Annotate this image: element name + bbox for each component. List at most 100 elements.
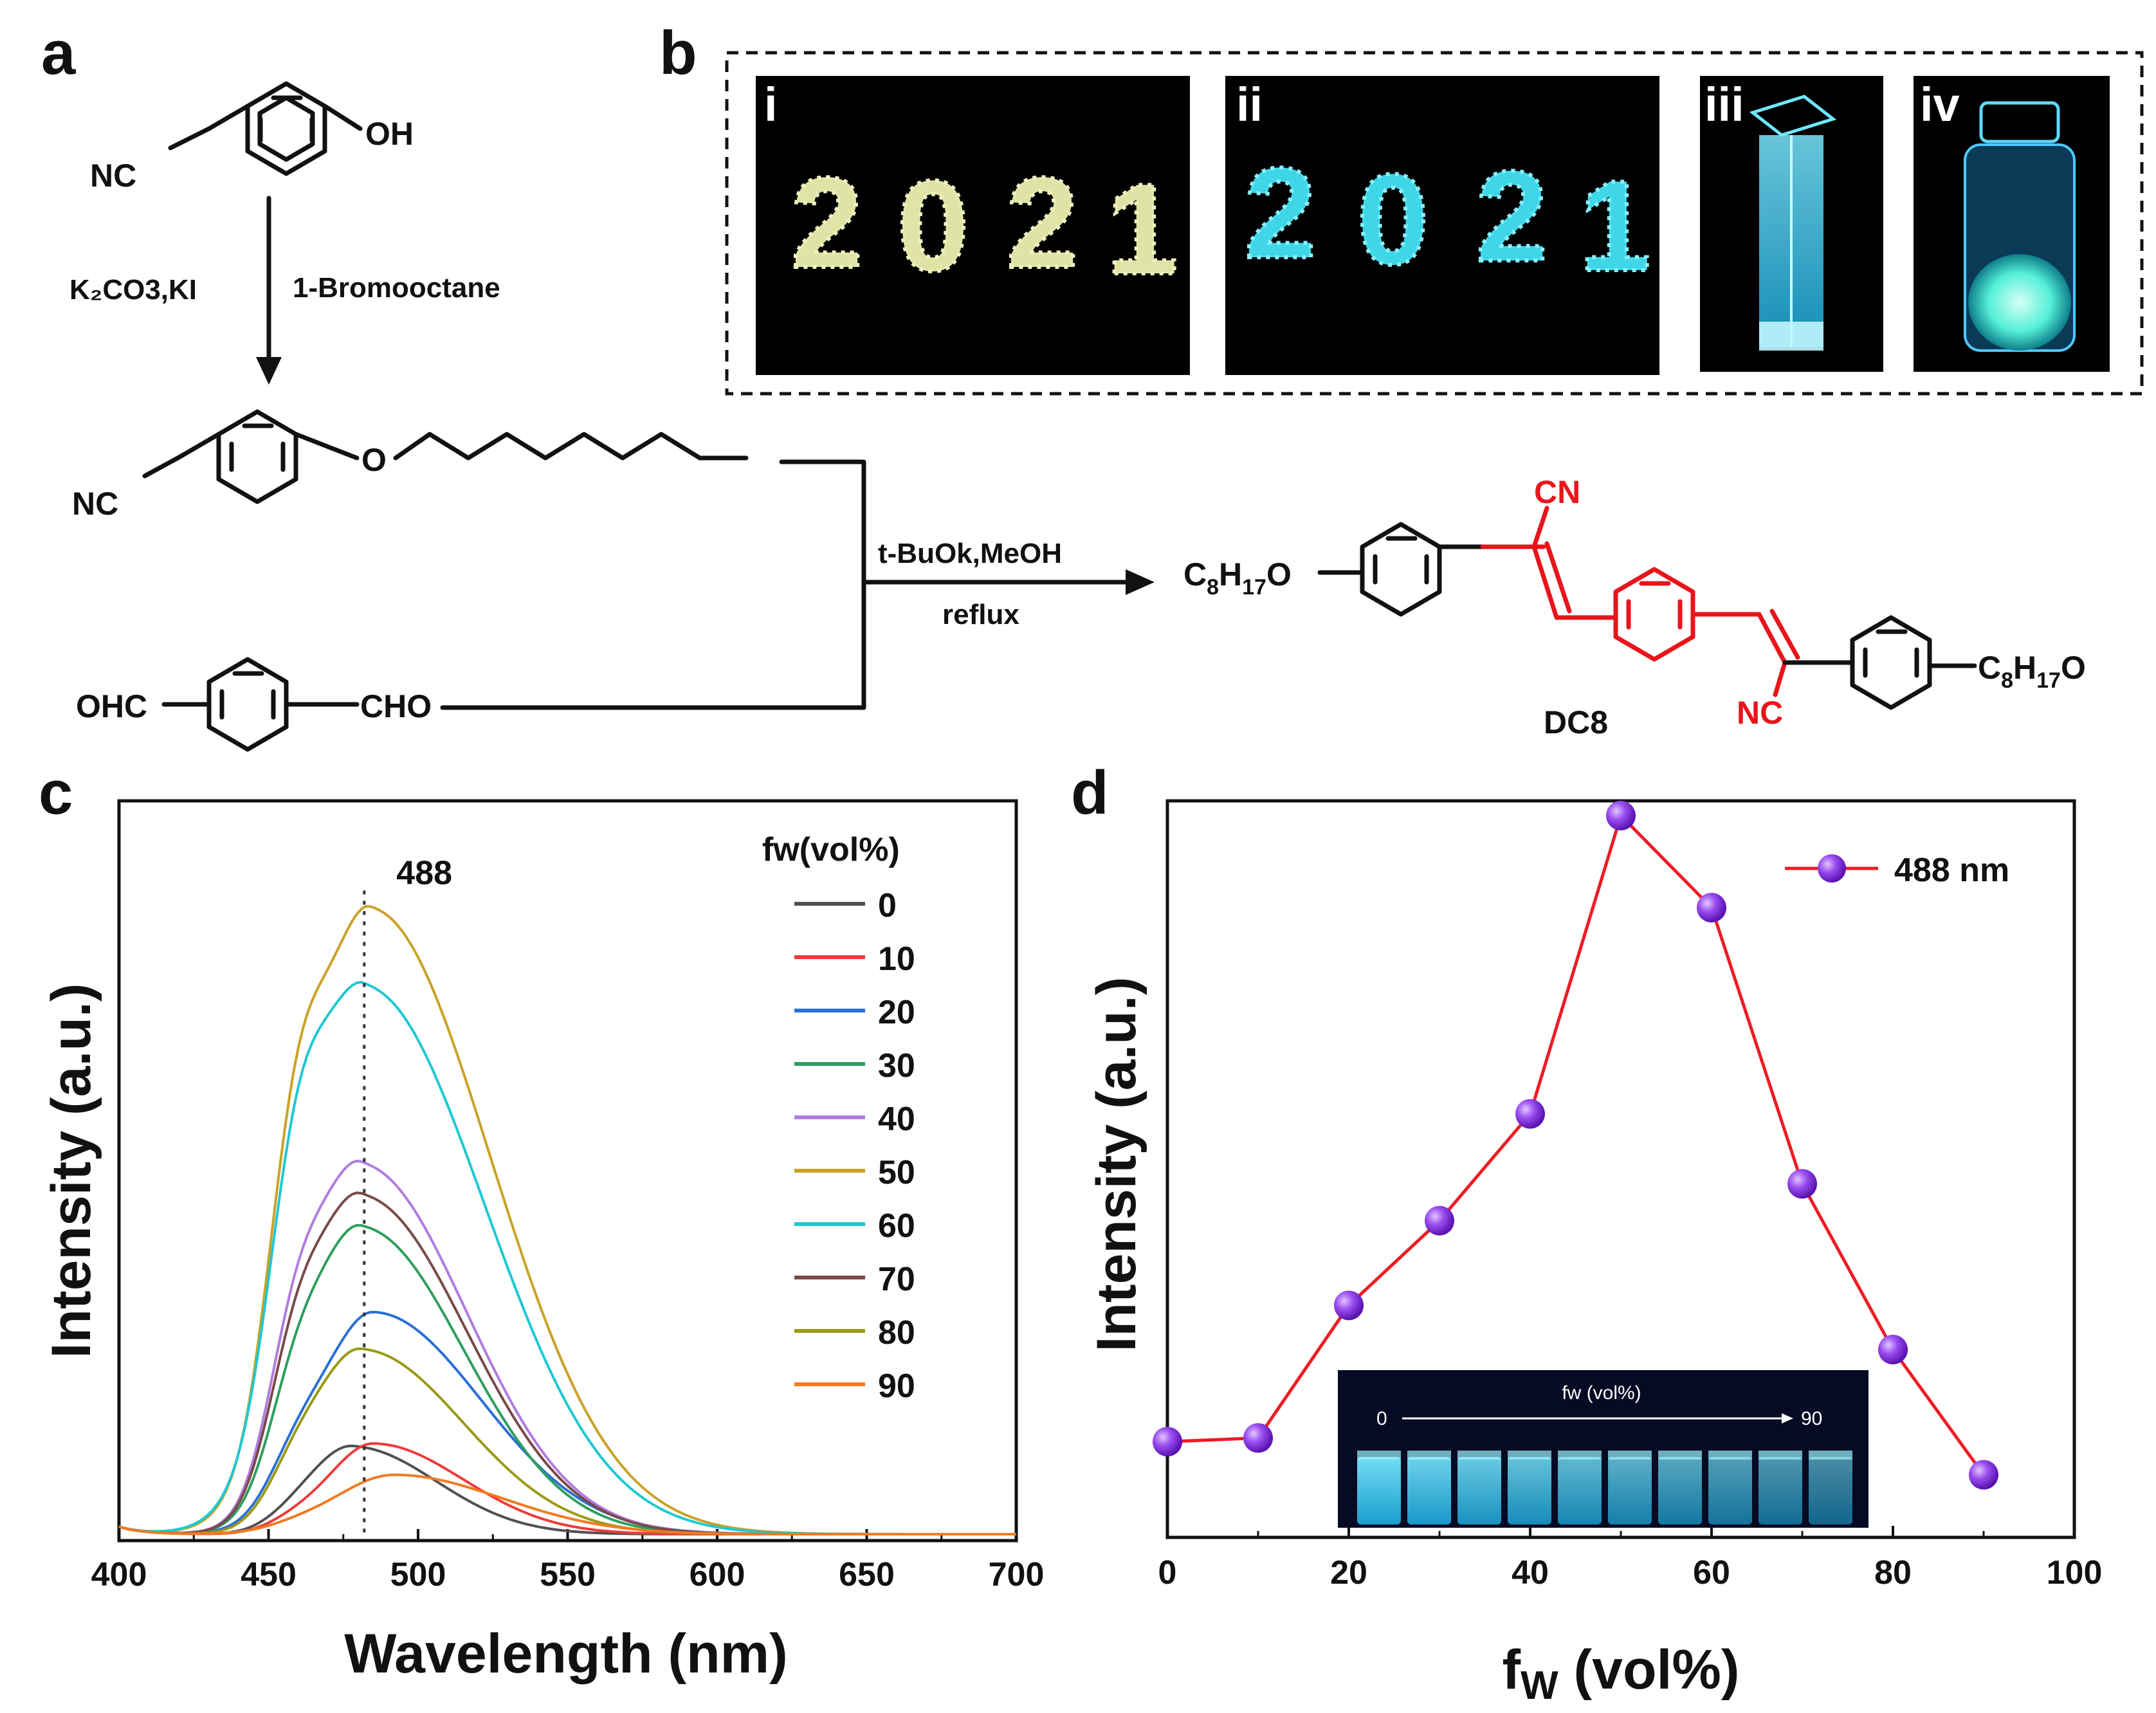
photo-iii: iii <box>1700 76 1883 372</box>
dialdehyde-ohc: OHC <box>76 688 147 724</box>
legend-label-10: 10 <box>878 940 915 978</box>
vial-cap <box>1979 101 2060 143</box>
photo-i-digit-3: 2 <box>1007 151 1078 295</box>
vinyl-left <box>1531 544 1559 620</box>
plot-d-point-0 <box>1153 1427 1182 1457</box>
legend-label-90: 90 <box>878 1368 915 1405</box>
photo-ii-digit-1: 2 <box>1245 142 1316 285</box>
photo-i: 2 0 2 1 i <box>756 76 1190 375</box>
octyl-chain <box>393 432 749 461</box>
plot-d-point-40 <box>1515 1099 1545 1129</box>
plot-d-series-line <box>1167 812 1986 1476</box>
inset-end: 90 <box>1801 1408 1822 1429</box>
conditions-bottom: reflux <box>942 599 1019 630</box>
photo-label-iii: iii <box>1704 78 1744 131</box>
plot-d-point-60 <box>1697 893 1726 923</box>
conditions-top: t-BuOk,MeOH <box>878 538 1062 569</box>
plot-d-ylabel: Intensity (a.u.) <box>1086 977 1147 1352</box>
inset-vial <box>1508 1457 1551 1525</box>
plot-d-point-80 <box>1878 1335 1908 1365</box>
combine-bracket <box>440 459 866 710</box>
plot-c-xlabel: Wavelength (nm) <box>344 1623 788 1685</box>
plot-c-xtick-label: 500 <box>390 1556 446 1593</box>
photo-ii: 2 0 2 1 ii <box>1225 76 1659 375</box>
product-c8h17o-left: C8H17O <box>1183 556 1292 600</box>
photo-label-ii: ii <box>1236 78 1263 131</box>
legend-label-30: 30 <box>878 1047 915 1085</box>
terephthalaldehyde: OHC CHO <box>76 657 432 752</box>
legend-marker-488 <box>1818 854 1846 883</box>
legend-label-40: 40 <box>878 1101 915 1138</box>
photo-frame <box>725 51 2144 396</box>
cn-bond-bottom <box>1773 660 1787 697</box>
vinyl-right <box>1757 612 1787 665</box>
photo-iv: iv <box>1914 76 2110 372</box>
arrow-head-2 <box>1126 569 1155 595</box>
inset-vial <box>1407 1457 1451 1525</box>
inset-vial <box>1658 1457 1702 1525</box>
reactant1-oh: OH <box>365 116 414 152</box>
plot-d-point-90 <box>1969 1460 1998 1490</box>
reagent-k2co3: K₂CO3,KI <box>69 274 197 306</box>
plot-d-markers <box>1153 800 1998 1490</box>
intermediate: NC O <box>72 409 749 522</box>
plot-d-xtick-label: 20 <box>1330 1554 1367 1591</box>
inset-vials <box>1357 1451 1852 1525</box>
ch2-bond <box>206 104 250 131</box>
reactant-1: NC OH <box>90 81 414 194</box>
plot-c-xtick-label: 400 <box>91 1556 147 1593</box>
peak-annotation: 488 <box>396 855 452 892</box>
panel-label-c: c <box>39 758 73 827</box>
plot-c-xtick-label: 650 <box>839 1556 895 1593</box>
panel-b: b 2 0 2 1 i 2 0 2 1 ii <box>659 19 2144 396</box>
photo-ii-digit-3: 2 <box>1476 145 1548 288</box>
inset-title: fw (vol%) <box>1562 1382 1641 1404</box>
inset-photo: fw (vol%) 0 90 <box>1338 1370 1868 1528</box>
plot-c-ticks: 400 450 500 550 600 650 700 <box>91 1529 1045 1593</box>
spectrum-fw-90 <box>118 1473 1016 1535</box>
panel-a: a NC OH K₂CO3,KI 1-Bromooctane <box>41 19 2086 752</box>
inset-vial <box>1357 1457 1401 1525</box>
inset-vial <box>1558 1457 1602 1525</box>
product-cn: CN <box>1534 474 1580 510</box>
plot-d-point-50 <box>1606 800 1636 830</box>
photo-ii-digit-4: 1 <box>1579 154 1650 298</box>
plot-c-xtick-label: 700 <box>989 1556 1045 1593</box>
legend-label-80: 80 <box>878 1314 915 1351</box>
plot-d-xtick-label: 100 <box>2047 1554 2103 1591</box>
arrow-head-1 <box>256 357 282 385</box>
plot-d-xlabel: fW (vol%) <box>1502 1639 1739 1708</box>
photo-i-digit-1: 2 <box>791 151 863 295</box>
inset-vial <box>1708 1457 1752 1525</box>
plot-d-xtick-label: 40 <box>1512 1554 1549 1591</box>
plot-d-point-30 <box>1425 1205 1454 1236</box>
product-name: DC8 <box>1544 704 1608 740</box>
panel-c: c 400 450 500 550 600 650 700 488 Wavelength (… <box>39 758 1044 1685</box>
panel-label-d: d <box>1071 758 1109 827</box>
inset-vial <box>1759 1457 1802 1525</box>
plot-c-curves <box>118 905 1016 1535</box>
legend-label-50: 50 <box>878 1154 915 1191</box>
cn-bond-top <box>1531 506 1549 549</box>
plot-c-xtick-label: 550 <box>540 1556 596 1593</box>
plot-c-xtick-label: 450 <box>241 1556 297 1593</box>
plot-d-point-20 <box>1334 1290 1364 1321</box>
photo-ii-digit-2: 0 <box>1357 148 1429 291</box>
legend-label-20: 20 <box>878 994 915 1031</box>
intermediate-o: O <box>361 442 387 478</box>
dialdehyde-cho: CHO <box>360 688 432 724</box>
legend-label-0: 0 <box>878 887 897 924</box>
product-ring-right <box>1850 615 1932 710</box>
product-dc8: C8H17O CN NC <box>1183 474 2086 740</box>
legend-label-60: 60 <box>878 1207 915 1245</box>
reagent-bromooctane: 1-Bromooctane <box>293 272 500 304</box>
plot-c-xtick-label: 600 <box>690 1556 745 1593</box>
inset-vial <box>1457 1457 1501 1525</box>
photo-label-i: i <box>764 78 778 131</box>
inset-vial <box>1608 1457 1652 1525</box>
legend-label-488: 488 nm <box>1894 852 2009 889</box>
inset-start: 0 <box>1376 1408 1387 1429</box>
intermediate-nc: NC <box>72 486 118 522</box>
photo-i-digit-4: 1 <box>1106 158 1178 301</box>
plot-c-legend: 0 10 20 30 40 50 60 70 80 90 <box>794 887 915 1405</box>
